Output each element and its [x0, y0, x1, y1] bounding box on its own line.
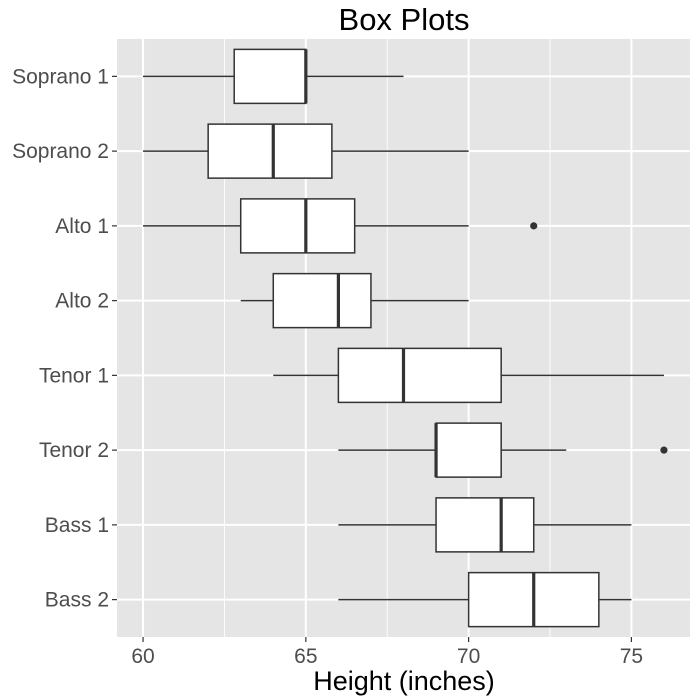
- iqr-box: [435, 422, 502, 478]
- x-tick-label: 70: [457, 645, 480, 668]
- boxes: [143, 48, 668, 628]
- iqr-box: [207, 123, 333, 179]
- box-soprano-1: [143, 48, 404, 105]
- y-tick-label: Alto 1: [55, 215, 109, 238]
- y-tick-label: Alto 2: [55, 290, 109, 313]
- y-tick-label: Soprano 2: [12, 140, 109, 163]
- box-bass-1: [338, 497, 632, 553]
- outlier-point: [660, 446, 668, 454]
- box-soprano-2: [143, 123, 469, 179]
- y-tick-label: Soprano 1: [12, 65, 109, 88]
- x-axis-label: Height (inches): [313, 666, 495, 696]
- iqr-box: [435, 497, 535, 553]
- y-tick-label: Tenor 2: [39, 439, 109, 462]
- iqr-box: [239, 198, 356, 254]
- iqr-box: [337, 347, 502, 404]
- iqr-box: [272, 272, 372, 329]
- x-axis: 60 65 70 75: [131, 637, 643, 668]
- plot-panel: [117, 39, 690, 637]
- y-tick-label: Bass 1: [45, 514, 109, 537]
- box-alto-1: [143, 198, 538, 254]
- y-tick-label: Tenor 1: [39, 364, 109, 387]
- outlier-point: [530, 222, 538, 230]
- y-tick-label: Bass 2: [45, 589, 109, 612]
- box-bass-2: [338, 571, 632, 628]
- x-tick-label: 60: [131, 645, 154, 668]
- y-axis: Soprano 1 Soprano 2 Alto 1 Alto 2 Tenor 1 Ten…: [12, 65, 117, 612]
- box-alto-2: [240, 272, 469, 329]
- x-tick-label: 65: [294, 645, 317, 668]
- chart-title: Box Plots: [339, 2, 470, 37]
- box-tenor-2: [338, 422, 668, 478]
- box-tenor-1: [273, 347, 664, 404]
- iqr-box: [233, 48, 307, 105]
- x-tick-label: 75: [620, 645, 643, 668]
